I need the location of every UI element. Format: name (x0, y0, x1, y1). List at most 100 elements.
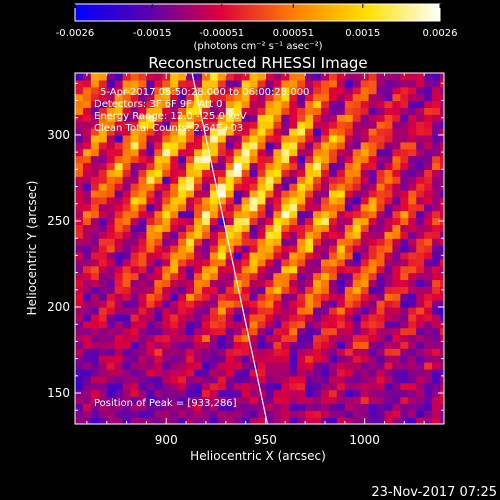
heatmap-cell (376, 141, 386, 150)
heatmap-cell (209, 100, 219, 109)
heatmap-cell (265, 272, 274, 281)
heatmap-cell (106, 300, 116, 308)
heatmap-cell (194, 183, 203, 191)
heatmap-cell (154, 231, 163, 239)
heatmap-cell (305, 341, 314, 349)
heatmap-cell (376, 368, 386, 377)
heatmap-cell (305, 148, 314, 157)
heatmap-cell (154, 217, 163, 226)
heatmap-cell (416, 355, 425, 363)
heatmap-cell (138, 348, 148, 356)
heatmap-cell (265, 93, 274, 102)
heatmap-cell (328, 217, 338, 226)
heatmap-cell (106, 148, 116, 157)
heatmap-cell (106, 196, 116, 205)
heatmap-cell (432, 272, 441, 281)
heatmap-cell (336, 403, 346, 411)
heatmap-cell (154, 279, 163, 287)
heatmap-cell (368, 162, 378, 170)
heatmap-cell (392, 327, 401, 336)
heatmap-cell (217, 279, 227, 287)
heatmap-cell (194, 86, 203, 95)
heatmap-cell (289, 245, 298, 253)
heatmap-cell (360, 183, 370, 191)
heatmap-cell (313, 93, 322, 102)
heatmap-cell (376, 334, 386, 343)
heatmap-cell (297, 86, 306, 95)
heatmap-cell (265, 341, 274, 349)
heatmap-cell (328, 307, 338, 315)
annotation-line: Clean Total Counts: 2.64E+03 (94, 123, 243, 134)
heatmap-cell (344, 224, 354, 232)
heatmap-cell (225, 183, 235, 191)
heatmap-cell (289, 128, 298, 136)
heatmap-cell (289, 417, 298, 424)
heatmap-cell (376, 341, 386, 349)
heatmap-cell (408, 272, 417, 281)
heatmap-cell (98, 93, 108, 102)
heatmap-cell (75, 231, 84, 239)
heatmap-cell (416, 183, 425, 191)
heatmap-cell (392, 155, 401, 164)
heatmap-cell (154, 183, 163, 191)
heatmap-cell (217, 293, 227, 301)
heatmap-cell (305, 196, 314, 205)
x-tick-label: 900 (155, 433, 178, 447)
heatmap-cell (209, 141, 219, 150)
heatmap-cell (297, 258, 306, 267)
heatmap-cell (305, 327, 314, 336)
heatmap-cell (82, 210, 92, 219)
heatmap-cell (186, 141, 195, 150)
heatmap-cell (201, 313, 211, 322)
heatmap-cell (233, 382, 243, 391)
heatmap-cell (154, 320, 163, 329)
heatmap-cell (273, 73, 282, 81)
heatmap-cell (360, 382, 370, 391)
heatmap-cell (265, 300, 274, 308)
heatmap-cell (352, 86, 362, 95)
heatmap-cell (106, 107, 116, 115)
heatmap-cell (98, 307, 108, 315)
heatmap-cell (114, 355, 124, 363)
heatmap-cell (209, 73, 219, 81)
heatmap-cell (170, 224, 179, 232)
heatmap-cell (178, 79, 187, 88)
heatmap-cell (352, 134, 362, 143)
heatmap-cell (416, 79, 425, 88)
heatmap-cell (392, 348, 401, 356)
heatmap-cell (297, 382, 306, 391)
heatmap-cell (138, 107, 148, 115)
heatmap-cell (178, 341, 187, 349)
heatmap-cell (321, 410, 330, 418)
heatmap-cell (201, 141, 211, 150)
heatmap-cell (186, 307, 195, 315)
heatmap-cell (416, 169, 425, 177)
heatmap-cell (114, 245, 124, 253)
heatmap-cell (400, 231, 409, 239)
heatmap-cell (408, 238, 417, 246)
heatmap-cell (170, 355, 179, 363)
heatmap-cell (75, 279, 84, 287)
heatmap-cell (305, 348, 314, 356)
heatmap-cell (209, 320, 219, 329)
heatmap-cell (328, 410, 338, 418)
heatmap-cell (297, 251, 306, 260)
heatmap-cell (281, 93, 290, 102)
heatmap-cell (98, 300, 108, 308)
heatmap-cell (138, 382, 148, 391)
heatmap-cell (408, 86, 417, 95)
heatmap-cell (82, 272, 92, 281)
heatmap-cell (289, 348, 298, 356)
heatmap-cell (241, 93, 251, 102)
heatmap-cell (328, 121, 338, 129)
heatmap-cell (328, 224, 338, 232)
heatmap-cell (114, 121, 124, 129)
heatmap-cell (194, 251, 203, 260)
heatmap-cell (122, 272, 132, 281)
heatmap-cell (392, 183, 401, 191)
heatmap-cell (344, 355, 354, 363)
heatmap-cell (225, 73, 235, 81)
heatmap-cell (106, 251, 116, 260)
heatmap-cell (408, 134, 417, 143)
heatmap-cell (162, 86, 171, 95)
